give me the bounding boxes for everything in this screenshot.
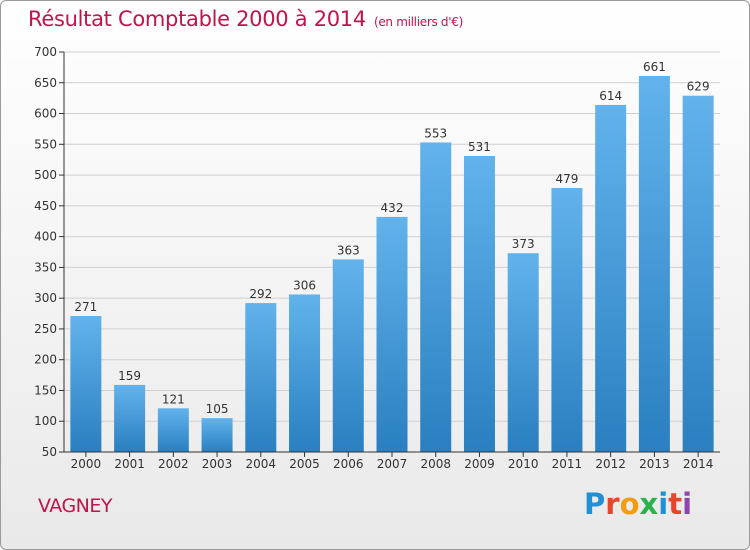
data-label: 121 <box>162 392 185 406</box>
data-label: 629 <box>687 80 710 94</box>
y-tick-label: 450 <box>34 199 57 213</box>
data-label: 553 <box>424 126 447 140</box>
bar-2006 <box>332 259 364 452</box>
y-tick-label: 400 <box>34 230 57 244</box>
data-label: 373 <box>512 237 535 251</box>
bar-2011 <box>551 188 583 452</box>
x-tick-label: 2013 <box>639 457 670 471</box>
bar-2002 <box>157 408 189 452</box>
data-label: 614 <box>599 89 622 103</box>
bar-2003 <box>201 418 233 452</box>
bar-2013 <box>638 76 670 452</box>
y-tick-label: 350 <box>34 260 57 274</box>
x-tick-label: 2002 <box>158 457 189 471</box>
chart-subtitle: (en milliers d'€) <box>373 15 463 29</box>
x-tick-label: 2005 <box>289 457 320 471</box>
y-tick-label: 200 <box>34 353 57 367</box>
x-tick-label: 2014 <box>683 457 714 471</box>
x-tick-label: 2012 <box>595 457 626 471</box>
x-tick-label: 2003 <box>202 457 233 471</box>
brand-logo: Proxiti <box>584 487 692 521</box>
x-tick-label: 2001 <box>114 457 145 471</box>
data-label: 479 <box>555 172 578 186</box>
bars: 271 159 121 105 292 306 363 432 553 531 373 479 614 6… <box>70 60 714 452</box>
y-tick-label: 700 <box>34 45 57 59</box>
bar-2008 <box>420 142 452 452</box>
data-label: 105 <box>206 402 229 416</box>
x-tick-label: 2004 <box>246 457 277 471</box>
y-tick-label: 150 <box>34 383 57 397</box>
data-label: 306 <box>293 278 316 292</box>
bar-2004 <box>245 303 277 452</box>
brand-letter: r <box>605 487 620 521</box>
brand-letter: x <box>639 487 659 521</box>
y-tick-label: 500 <box>34 168 57 182</box>
bar-2009 <box>463 156 495 452</box>
data-label: 159 <box>118 369 141 383</box>
y-tick-label: 300 <box>34 291 57 305</box>
y-tick-label: 50 <box>42 445 57 459</box>
brand-letter: P <box>584 487 606 521</box>
y-tick-label: 100 <box>34 414 57 428</box>
x-tick-label: 2011 <box>552 457 583 471</box>
data-label: 661 <box>643 60 666 74</box>
chart-title: Résultat Comptable 2000 à 2014 <box>28 7 366 31</box>
y-tick-label: 550 <box>34 137 57 151</box>
location-label: VAGNEY <box>38 495 113 517</box>
bar-2007 <box>376 216 408 452</box>
y-tick-label: 600 <box>34 107 57 121</box>
data-label: 271 <box>74 300 97 314</box>
bar-2010 <box>507 253 539 452</box>
axes: 50 100 150 200 250 300 350 400 450 500 550 600 650 70… <box>34 45 720 471</box>
x-tick-label: 2000 <box>71 457 102 471</box>
chart-title-block: Résultat Comptable 2000 à 2014 (en millie… <box>28 7 463 31</box>
bar-2012 <box>595 104 627 452</box>
data-label: 531 <box>468 140 491 154</box>
x-tick-label: 2010 <box>508 457 539 471</box>
data-label: 292 <box>249 287 272 301</box>
x-tick-label: 2006 <box>333 457 364 471</box>
brand-letter: i <box>682 487 693 521</box>
data-label: 363 <box>337 243 360 257</box>
data-label: 432 <box>381 201 404 215</box>
bar-2001 <box>114 384 146 452</box>
bar-2014 <box>682 95 714 452</box>
y-tick-label: 650 <box>34 76 57 90</box>
x-tick-label: 2007 <box>377 457 408 471</box>
x-tick-label: 2009 <box>464 457 495 471</box>
y-tick-label: 250 <box>34 322 57 336</box>
brand-letter: t <box>668 487 683 521</box>
brand-letter: o <box>619 487 640 521</box>
brand-letter: i <box>658 487 669 521</box>
bar-2000 <box>70 316 102 452</box>
x-tick-label: 2008 <box>420 457 451 471</box>
bar-2005 <box>289 294 321 452</box>
